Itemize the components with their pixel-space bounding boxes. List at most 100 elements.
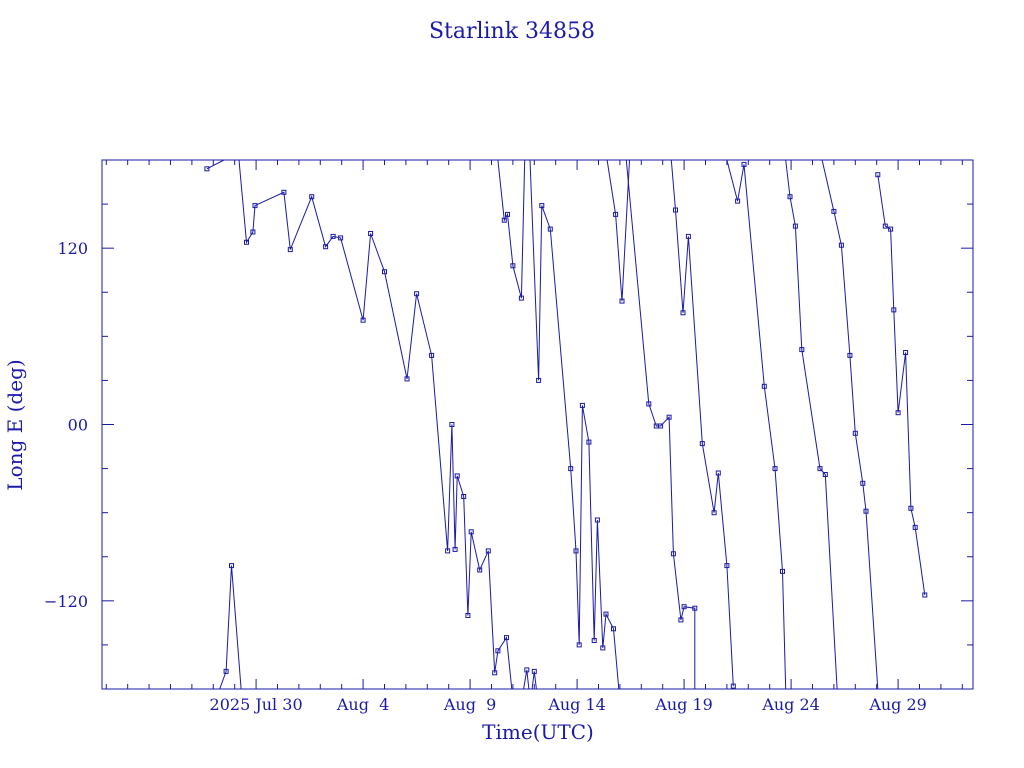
data-point xyxy=(252,203,258,209)
data-point xyxy=(666,414,672,420)
series-line xyxy=(821,159,879,690)
data-point xyxy=(852,430,858,436)
data-point xyxy=(912,524,918,530)
series-segment xyxy=(531,668,537,690)
axis-ticks xyxy=(102,160,973,689)
data-point xyxy=(360,317,366,323)
data-point xyxy=(382,269,387,275)
data-point xyxy=(244,239,249,245)
series-segment xyxy=(529,159,620,690)
data-point xyxy=(452,546,458,552)
series-line xyxy=(529,159,620,690)
axis-tick-labels: 2025 Jul 30 Aug 4 Aug 9 Aug 14 Aug 19 Aug 24 A… xyxy=(44,239,927,714)
x-tick-label: Aug 4 xyxy=(336,695,389,714)
series-segment xyxy=(606,159,630,304)
x-tick-label: Aug 19 xyxy=(654,695,713,714)
data-point xyxy=(368,231,374,236)
data-point xyxy=(465,613,471,618)
series-line xyxy=(606,159,630,302)
data-point xyxy=(536,377,542,383)
data-point xyxy=(309,194,315,200)
x-tick-label: 2025 Jul 30 xyxy=(210,695,303,714)
data-point xyxy=(681,604,687,610)
data-point xyxy=(250,229,256,235)
data-point xyxy=(547,226,553,232)
data-point xyxy=(685,233,691,239)
data-point xyxy=(594,517,600,523)
y-axis-label: Long E (deg) xyxy=(3,359,27,490)
data-point xyxy=(715,470,721,476)
data-point xyxy=(611,626,616,632)
data-point xyxy=(670,551,676,557)
data-point xyxy=(576,642,582,648)
series-line xyxy=(497,159,526,299)
data-point xyxy=(501,217,507,223)
series-segment xyxy=(219,563,242,690)
data-point xyxy=(445,548,451,554)
data-point xyxy=(449,422,455,427)
series-line xyxy=(670,159,734,687)
x-tick-label: Aug 14 xyxy=(547,695,606,714)
series-line xyxy=(877,174,926,596)
data-point xyxy=(504,635,509,641)
series-segment xyxy=(821,159,879,690)
data-point xyxy=(468,529,474,535)
series-segment xyxy=(238,159,513,690)
series-line xyxy=(726,159,787,690)
data-point xyxy=(229,563,234,569)
data-point xyxy=(711,510,717,516)
data-point xyxy=(281,189,287,195)
data-point xyxy=(646,401,652,407)
data-point xyxy=(831,208,837,214)
series-line xyxy=(206,159,225,170)
series-line xyxy=(219,565,242,690)
data-point xyxy=(485,548,491,554)
data-point xyxy=(518,295,524,301)
data-point xyxy=(882,223,888,229)
data-point xyxy=(330,233,336,239)
data-point xyxy=(792,223,798,229)
data-point xyxy=(429,352,435,358)
series-line xyxy=(531,671,537,690)
data-point xyxy=(524,667,530,673)
data-point xyxy=(287,247,293,253)
data-point xyxy=(888,226,894,232)
data-point xyxy=(573,548,579,554)
series-segment xyxy=(785,159,838,690)
series-line xyxy=(785,159,838,690)
data-point xyxy=(735,198,741,204)
chart-title: Starlink 34858 xyxy=(429,19,595,44)
data-point xyxy=(414,291,420,297)
data-point xyxy=(838,242,844,248)
y-tick-label: 00 xyxy=(68,416,88,435)
plot-frame xyxy=(101,159,974,690)
series-line xyxy=(238,159,513,690)
x-tick-label: Aug 9 xyxy=(443,695,496,714)
data-point xyxy=(787,194,793,200)
data-point xyxy=(600,645,606,651)
data-point xyxy=(531,668,537,674)
data-point xyxy=(539,203,545,209)
data-point xyxy=(579,402,585,408)
data-point xyxy=(799,347,805,353)
data-point xyxy=(741,161,747,167)
data-point xyxy=(680,310,686,316)
y-tick-label: −120 xyxy=(44,592,88,611)
data-point xyxy=(586,439,592,445)
series-line xyxy=(625,159,696,689)
plot-series xyxy=(204,159,928,690)
data-point xyxy=(492,670,498,676)
data-point xyxy=(860,480,866,486)
series-segment xyxy=(875,172,928,598)
data-point xyxy=(338,235,344,241)
data-point xyxy=(568,466,574,472)
data-point xyxy=(863,508,869,514)
data-point xyxy=(613,211,619,217)
series-segment xyxy=(670,159,736,689)
x-tick-label: Aug 24 xyxy=(761,695,820,714)
data-point xyxy=(903,350,909,355)
data-point xyxy=(510,263,516,269)
series-segment xyxy=(523,667,530,690)
data-point xyxy=(875,172,881,178)
